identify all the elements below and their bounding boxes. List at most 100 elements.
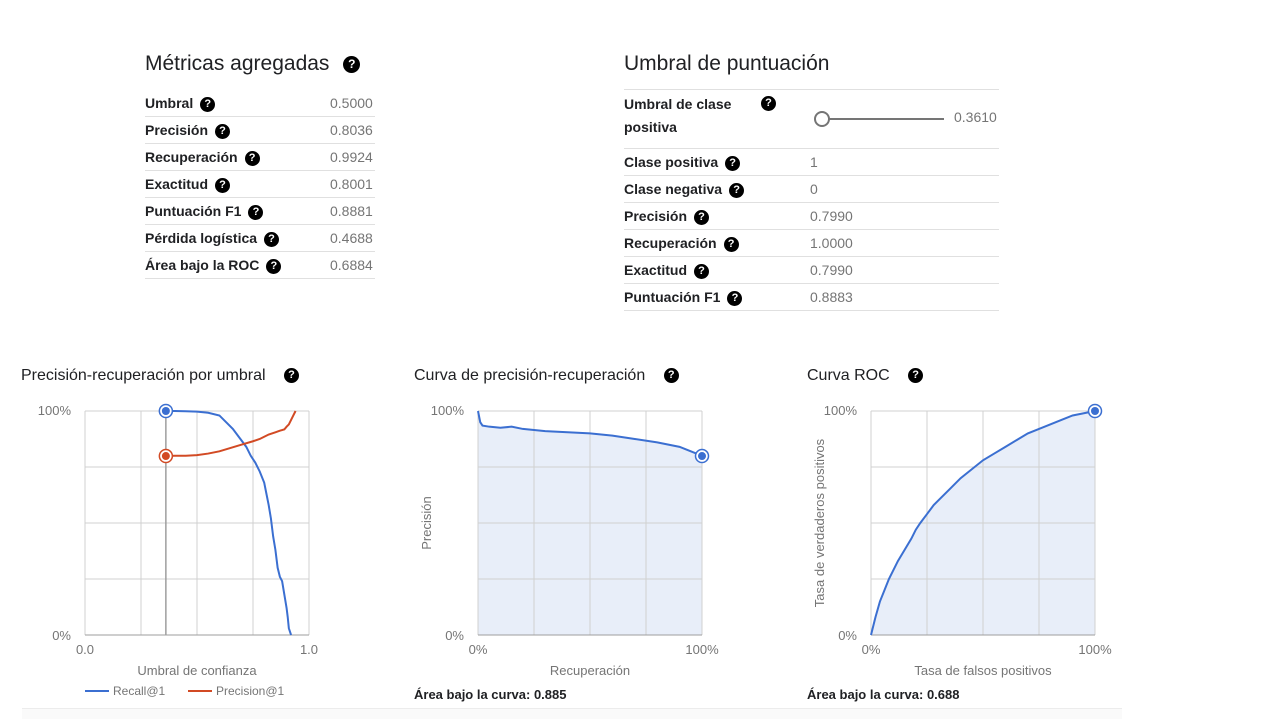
- metric-value: 0.9924: [330, 149, 373, 165]
- help-icon[interactable]: ?: [244, 150, 260, 166]
- help-icon[interactable]: ?: [264, 231, 280, 247]
- series-marker-ring: [158, 403, 174, 419]
- metric-value: 0.6884: [330, 257, 373, 273]
- x-axis-label: Tasa de falsos positivos: [914, 663, 1052, 678]
- slider-value: 0.3610: [954, 109, 997, 125]
- metric-label-text: Pérdida logística: [145, 230, 258, 246]
- x-tick-label: 0%: [469, 642, 488, 657]
- area-fill-2: [871, 411, 1095, 635]
- metric-label-text: Exactitud: [145, 176, 209, 192]
- aggregated-metrics-title-text: Métricas agregadas: [145, 52, 330, 75]
- help-icon[interactable]: ?: [266, 258, 282, 274]
- help-icon[interactable]: ?: [248, 204, 264, 220]
- y-tick-label: 100%: [38, 403, 72, 418]
- x-tick-label: 0%: [862, 642, 881, 657]
- metric-label: Precisión?: [145, 117, 231, 143]
- metric-value: 0.8036: [330, 122, 373, 138]
- series-line-0-0: [165, 410, 293, 636]
- legend-label: Precision@1: [216, 684, 285, 698]
- aggregated-metrics-title: Métricas agregadas ?: [145, 52, 361, 76]
- metric-value: 1: [810, 154, 818, 170]
- metric-value: 0.8001: [330, 176, 373, 192]
- metric-label: Clase negativa?: [624, 176, 745, 202]
- metric-row: Área bajo la ROC? 0.6884: [145, 252, 375, 279]
- metric-value: 0.7990: [810, 262, 853, 278]
- help-icon[interactable]: ?: [694, 209, 710, 225]
- y-axis-label: Tasa de verdaderos positivos: [812, 438, 827, 607]
- chart2-title: Curva de precisión-recuperación ?: [414, 367, 679, 385]
- metric-label-text: Puntuación F1: [145, 203, 242, 219]
- x-tick-label: 0.0: [76, 642, 94, 657]
- help-icon[interactable]: ?: [725, 155, 741, 171]
- metric-label-text: Recuperación: [145, 149, 238, 165]
- pr-auc-label: Área bajo la curva: 0.885: [414, 687, 567, 702]
- threshold-title: Umbral de puntuación: [624, 52, 830, 75]
- metric-value: 1.0000: [810, 235, 853, 251]
- area-fill-1: [478, 411, 702, 635]
- metric-label: Puntuación F1?: [145, 198, 264, 224]
- help-icon[interactable]: ?: [200, 96, 216, 112]
- help-icon[interactable]: ?: [215, 123, 231, 139]
- x-axis-label: Umbral de confianza: [137, 663, 257, 678]
- chart1-title: Precisión-recuperación por umbral ?: [21, 367, 300, 385]
- y-tick-label: 0%: [838, 628, 857, 643]
- slider-label-line2: positiva: [624, 119, 677, 135]
- metric-row: Exactitud? 0.8001: [145, 171, 375, 198]
- metric-label: Recuperación?: [145, 144, 260, 170]
- metric-value: 0.4688: [330, 230, 373, 246]
- chart3-title-text: Curva ROC: [807, 367, 890, 384]
- metric-label-text: Área bajo la ROC: [145, 257, 260, 273]
- metric-row: Clase positiva? 1: [624, 149, 999, 176]
- metric-label: Área bajo la ROC?: [145, 252, 282, 278]
- metric-label: Pérdida logística?: [145, 225, 280, 251]
- metric-label: Recuperación?: [624, 230, 739, 256]
- metric-label: Precisión?: [624, 203, 710, 229]
- slider-thumb[interactable]: [814, 111, 830, 127]
- series-marker-dot: [161, 452, 170, 461]
- help-icon[interactable]: ?: [215, 177, 231, 193]
- y-tick-label: 0%: [445, 628, 464, 643]
- metric-label: Clase positiva?: [624, 149, 741, 175]
- help-icon[interactable]: ?: [908, 368, 924, 384]
- metric-row: Pérdida logística? 0.4688: [145, 225, 375, 252]
- x-tick-label: 100%: [1078, 642, 1112, 657]
- metric-row: Umbral? 0.5000: [145, 90, 375, 117]
- curve-marker-ring: [694, 448, 710, 464]
- legend-label: Recall@1: [113, 684, 166, 698]
- metric-label: Umbral?: [145, 90, 216, 116]
- x-axis-label: Recuperación: [550, 663, 630, 678]
- threshold-top-divider: [624, 89, 999, 90]
- bottom-panel-edge: [22, 708, 1122, 719]
- roc-auc-label: Área bajo la curva: 0.688: [807, 687, 960, 702]
- metric-value: 0.8883: [810, 289, 853, 305]
- metric-value: 0: [810, 181, 818, 197]
- metric-label-text: Umbral: [145, 95, 194, 111]
- help-icon[interactable]: ?: [723, 236, 739, 252]
- help-icon[interactable]: ?: [729, 182, 745, 198]
- help-icon[interactable]: ?: [343, 55, 361, 73]
- metric-value: 0.7990: [810, 208, 853, 224]
- metric-label-text: Clase negativa: [624, 181, 723, 197]
- y-tick-label: 100%: [824, 403, 858, 418]
- slider-label-line1: Umbral de clase: [624, 96, 732, 112]
- metric-label: Exactitud?: [145, 171, 231, 197]
- help-icon[interactable]: ?: [727, 290, 743, 306]
- metric-label-text: Precisión: [145, 122, 209, 138]
- help-icon[interactable]: ?: [284, 368, 300, 384]
- help-icon[interactable]: ?: [663, 368, 679, 384]
- help-icon[interactable]: ?: [761, 96, 776, 111]
- y-axis-label: Precisión: [419, 496, 434, 549]
- series-line-0-1: [165, 410, 297, 458]
- help-icon[interactable]: ?: [694, 263, 710, 279]
- metric-label-text: Clase positiva: [624, 154, 719, 170]
- metric-label: Exactitud?: [624, 257, 710, 283]
- metric-label-text: Precisión: [624, 208, 688, 224]
- metric-label-text: Puntuación F1: [624, 289, 721, 305]
- metric-row: Recuperación? 0.9924: [145, 144, 375, 171]
- metric-row: Precisión? 0.8036: [145, 117, 375, 144]
- metric-value: 0.5000: [330, 95, 373, 111]
- slider-label: Umbral de clase positiva: [624, 93, 731, 139]
- series-marker-ring: [158, 448, 174, 464]
- metric-row: Clase negativa? 0: [624, 176, 999, 203]
- metric-row: Recuperación? 1.0000: [624, 230, 999, 257]
